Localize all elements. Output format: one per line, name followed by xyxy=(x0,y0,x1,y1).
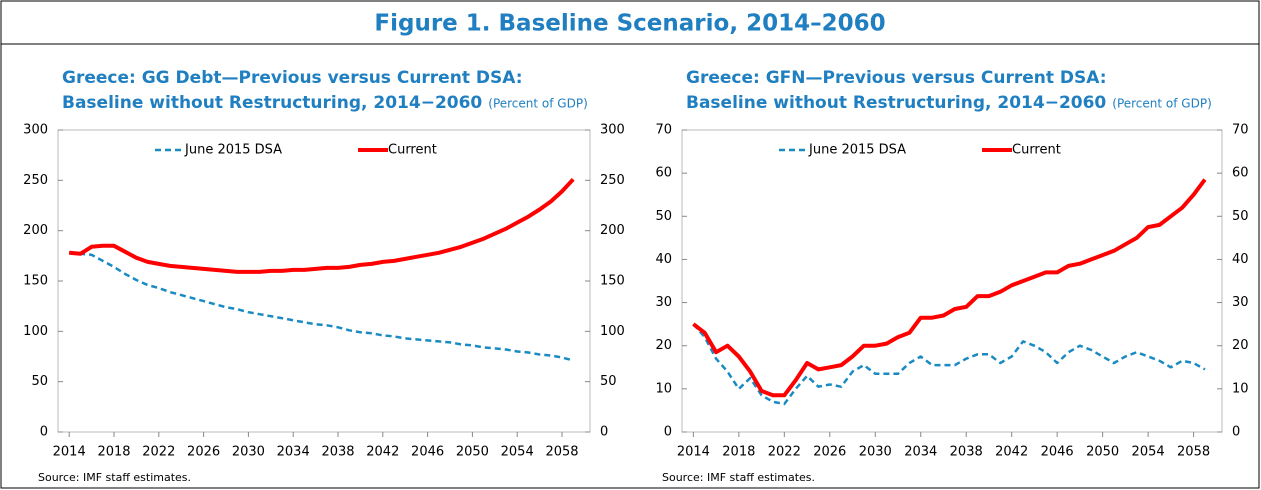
y2-tick-label: 200 xyxy=(600,223,625,238)
x-tick-label: 2018 xyxy=(97,445,130,460)
source-note: Source: IMF staff estimates. xyxy=(38,471,191,484)
y2-tick-label: 0 xyxy=(1232,425,1240,440)
y-tick-label: 70 xyxy=(655,123,672,138)
y-tick-label: 250 xyxy=(23,173,48,188)
y-tick-label: 50 xyxy=(655,209,672,224)
y-tick-label: 50 xyxy=(31,374,48,389)
y2-tick-label: 40 xyxy=(1232,252,1249,267)
x-tick-label: 2046 xyxy=(1041,445,1074,460)
source-note: Source: IMF staff estimates. xyxy=(662,471,815,484)
y-tick-label: 100 xyxy=(23,324,48,339)
y2-tick-label: 50 xyxy=(1232,209,1249,224)
y-tick-label: 20 xyxy=(655,338,672,353)
y2-tick-label: 250 xyxy=(600,173,625,188)
x-tick-label: 2014 xyxy=(53,445,86,460)
x-tick-label: 2026 xyxy=(813,445,846,460)
x-tick-label: 2022 xyxy=(142,445,175,460)
y-tick-label: 60 xyxy=(655,166,672,181)
y2-tick-label: 50 xyxy=(600,374,617,389)
x-tick-label: 2042 xyxy=(366,445,399,460)
series-line xyxy=(69,177,575,274)
x-tick-label: 2054 xyxy=(1132,445,1165,460)
series-line xyxy=(692,178,1207,398)
y2-tick-label: 10 xyxy=(1232,381,1249,396)
y2-tick-label: 150 xyxy=(600,274,625,289)
series-line xyxy=(69,251,574,362)
y-tick-label: 300 xyxy=(23,123,48,138)
x-tick-label: 2030 xyxy=(232,445,265,460)
y2-tick-label: 60 xyxy=(1232,166,1249,181)
x-tick-label: 2018 xyxy=(722,445,755,460)
y-tick-label: 200 xyxy=(23,223,48,238)
legend-label: June 2015 DSA xyxy=(808,143,906,158)
y-tick-label: 0 xyxy=(664,425,672,440)
legend-label: Current xyxy=(1012,143,1061,158)
y2-tick-label: 20 xyxy=(1232,338,1249,353)
legend-label: Current xyxy=(388,143,437,158)
y2-tick-label: 30 xyxy=(1232,295,1249,310)
x-tick-label: 2026 xyxy=(187,445,220,460)
x-tick-label: 2042 xyxy=(995,445,1028,460)
x-tick-label: 2050 xyxy=(1086,445,1119,460)
units-note: (Percent of GDP) xyxy=(1112,97,1212,111)
legend-label: June 2015 DSA xyxy=(184,143,282,158)
y-tick-label: 0 xyxy=(40,425,48,440)
series-line xyxy=(692,323,1206,406)
x-tick-label: 2014 xyxy=(677,445,710,460)
x-tick-label: 2050 xyxy=(456,445,489,460)
y2-tick-label: 0 xyxy=(600,425,608,440)
x-tick-label: 2022 xyxy=(768,445,801,460)
y2-tick-label: 70 xyxy=(1232,123,1249,138)
units-note: (Percent of GDP) xyxy=(488,97,588,111)
y2-tick-label: 300 xyxy=(600,123,625,138)
x-tick-label: 2054 xyxy=(501,445,534,460)
chart-title: Greece: GG Debt—Previous versus Current … xyxy=(62,68,523,88)
chart-title: Baseline without Restructuring, 2014−206… xyxy=(62,93,482,113)
x-tick-label: 2046 xyxy=(411,445,444,460)
y-tick-label: 30 xyxy=(655,295,672,310)
x-tick-label: 2038 xyxy=(321,445,354,460)
y-tick-label: 40 xyxy=(655,252,672,267)
x-tick-label: 2034 xyxy=(277,445,310,460)
plot-frame xyxy=(681,129,1223,433)
y-tick-label: 150 xyxy=(23,274,48,289)
x-tick-label: 2034 xyxy=(904,445,937,460)
x-tick-label: 2058 xyxy=(1177,445,1210,460)
x-tick-label: 2058 xyxy=(545,445,578,460)
chart-title: Baseline without Restructuring, 2014−206… xyxy=(686,93,1106,113)
chart-title: Greece: GFN—Previous versus Current DSA: xyxy=(686,68,1107,88)
y2-tick-label: 100 xyxy=(600,324,625,339)
figure-title: Figure 1. Baseline Scenario, 2014–2060 xyxy=(374,11,885,37)
x-tick-label: 2038 xyxy=(950,445,983,460)
x-tick-label: 2030 xyxy=(859,445,892,460)
y-tick-label: 10 xyxy=(655,381,672,396)
